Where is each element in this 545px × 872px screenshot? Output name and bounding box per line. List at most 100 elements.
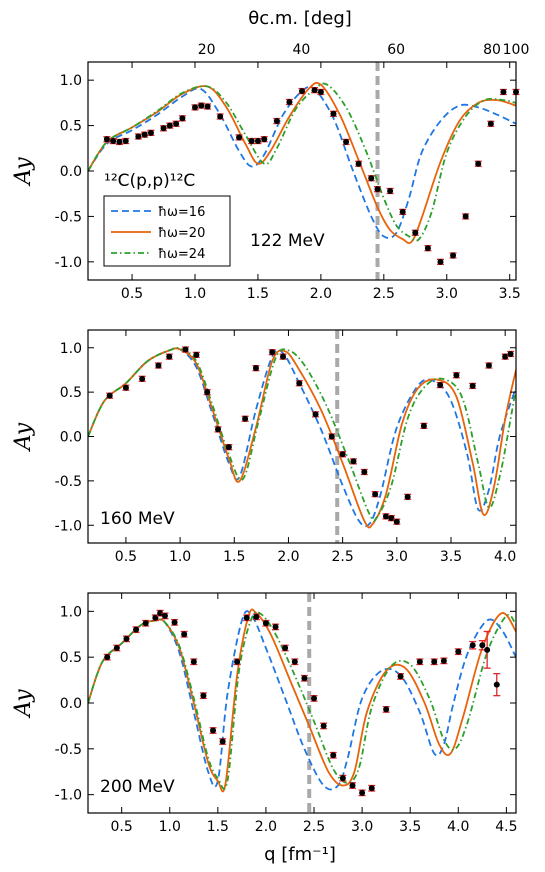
data-point: [103, 136, 110, 143]
data-point: [122, 138, 129, 145]
legend-frame: [103, 195, 231, 267]
data-point: [215, 426, 222, 433]
data-point: [135, 133, 142, 140]
y-tick-label: -0.5: [55, 209, 82, 225]
data-point: [431, 658, 438, 665]
data-point: [198, 102, 205, 109]
y-tick-label: 0.5: [60, 119, 82, 135]
y-tick-label: 0.5: [60, 650, 82, 666]
x-tick-label: 1.5: [247, 286, 269, 302]
data-point: [485, 362, 492, 369]
data-point: [424, 245, 431, 252]
x-tick-label: 3.0: [386, 549, 408, 565]
x-tick-label: 2.5: [373, 286, 395, 302]
y-tick-label: 1.0: [60, 604, 82, 620]
legend-label-hw16: ħω=16: [158, 205, 205, 220]
data-point: [110, 138, 117, 145]
data-point: [139, 375, 146, 382]
series-line: [88, 82, 516, 242]
data-point: [262, 620, 269, 627]
data-point: [181, 631, 188, 638]
data-point: [493, 681, 500, 688]
data-point: [234, 658, 241, 665]
panel-122mev: 0.5 1.0 1.5 2.0 2.5 3.0 3.5 -1.0 -0.5 0.0 0.5 1.0 20…: [11, 42, 529, 302]
data-point: [113, 645, 120, 651]
data-point: [160, 125, 167, 132]
data-point: [280, 353, 287, 360]
top-tick-label: 60: [387, 42, 405, 58]
data-point: [301, 675, 308, 682]
data-point: [387, 187, 394, 194]
data-point: [440, 657, 447, 664]
data-point: [204, 389, 211, 396]
x-tick-label: 2.5: [303, 819, 325, 835]
x-tick-label: 1.0: [169, 549, 191, 565]
data-point: [299, 88, 305, 95]
y-tick-label: -0.5: [55, 474, 82, 490]
data-point: [133, 626, 140, 633]
data-point: [106, 392, 113, 399]
data-point: [242, 415, 249, 422]
series-line: [88, 610, 516, 790]
data-point: [104, 654, 111, 661]
data-point: [273, 118, 280, 125]
data-point: [311, 695, 318, 702]
y-tick-label: -1.0: [55, 788, 82, 804]
y-axis-label: Ay: [11, 157, 36, 187]
data-point: [317, 88, 324, 95]
y-tick-label: 0.0: [60, 696, 82, 712]
x-axis-label: q [fm⁻¹]: [264, 844, 336, 865]
x-tick-label: 4.0: [494, 549, 516, 565]
data-point: [217, 113, 224, 120]
x-tick-label: 3.5: [440, 549, 462, 565]
x-tick-label: 3.0: [436, 286, 458, 302]
data-point: [122, 384, 129, 391]
x-tick-label: 4.0: [447, 819, 469, 835]
data-point: [412, 229, 419, 236]
data-point: [272, 623, 279, 630]
panel-160mev: 0.5 1.0 1.5 2.0 2.5 3.0 3.5 4.0 -1.0 -0.5 0.0 0.5 1.…: [11, 329, 517, 565]
x-tick-label: 0.5: [111, 819, 133, 835]
data-point: [192, 104, 198, 111]
data-point: [397, 673, 404, 680]
data-point: [420, 422, 427, 429]
data-point: [252, 365, 259, 372]
data-point: [404, 493, 411, 500]
series-line: [88, 347, 516, 528]
data-point: [374, 186, 381, 193]
data-point: [155, 362, 162, 369]
energy-annotation: 200 MeV: [100, 777, 175, 797]
x-tick-label: 1.0: [159, 819, 181, 835]
data-point: [182, 346, 189, 353]
data-point: [507, 350, 514, 357]
data-point: [328, 433, 335, 440]
data-point: [437, 382, 444, 389]
data-point: [320, 722, 327, 729]
data-point: [157, 610, 164, 617]
legend: ħω=16 ħω=20 ħω=24: [103, 195, 231, 267]
data-point: [330, 752, 337, 759]
data-point: [171, 619, 178, 626]
top-axis-label: θc.m. [deg]: [248, 8, 352, 29]
data-point: [343, 138, 350, 145]
data-point: [248, 138, 255, 145]
top-tick-label: 40: [292, 42, 310, 58]
data-point: [116, 138, 123, 145]
x-tick-label: 2.5: [332, 549, 354, 565]
x-tick-label: 2.0: [277, 549, 299, 565]
data-point: [450, 252, 457, 259]
data-point: [500, 88, 507, 95]
y-tick-label: -1.0: [55, 255, 82, 271]
data-point: [210, 727, 217, 734]
data-point: [416, 658, 423, 665]
data-point: [437, 258, 444, 265]
series-line: [88, 610, 516, 791]
y-tick-label: 1.0: [60, 73, 82, 89]
y-tick-label: -1.0: [55, 518, 82, 534]
data-point: [219, 738, 226, 745]
data-point: [173, 120, 180, 127]
data-point: [484, 646, 491, 653]
data-point: [282, 645, 289, 651]
data-point: [368, 785, 375, 792]
